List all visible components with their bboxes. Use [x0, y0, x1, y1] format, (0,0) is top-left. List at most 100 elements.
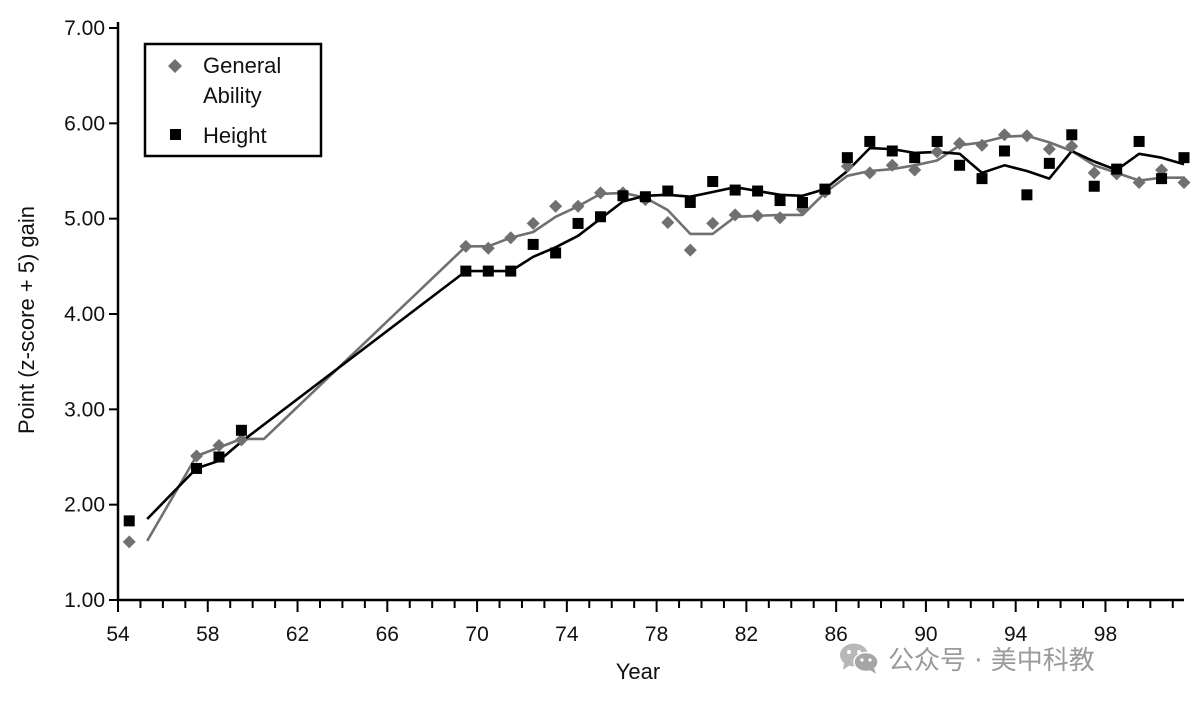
legend-label-height: Height: [203, 123, 267, 148]
height-point: [1088, 180, 1100, 192]
general-ability-point: [997, 128, 1011, 142]
general-ability-point: [863, 166, 877, 180]
general-ability-point: [1020, 129, 1034, 143]
height-point: [460, 265, 472, 277]
height-point: [909, 152, 921, 164]
x-tick-label: 70: [465, 623, 488, 646]
general-ability-point: [1042, 142, 1056, 156]
x-tick-label: 94: [1004, 623, 1028, 646]
height-point: [1133, 135, 1145, 147]
height-point: [123, 515, 135, 527]
legend-square-marker: [170, 129, 181, 140]
x-axis-title: Year: [616, 659, 660, 684]
height-point: [796, 196, 808, 208]
height-point: [954, 159, 966, 171]
general-ability-point: [728, 208, 742, 222]
x-tick-label: 62: [286, 623, 309, 646]
x-tick-label: 58: [196, 623, 219, 646]
trend-line-height: [146, 146, 1185, 520]
y-tick-label: 7.00: [64, 17, 105, 40]
height-point: [752, 185, 764, 197]
height-point: [482, 265, 494, 277]
general-ability-point: [571, 199, 585, 213]
height-point: [505, 265, 517, 277]
general-ability-point: [885, 158, 899, 172]
height-point: [1156, 173, 1168, 185]
general-ability-point: [706, 216, 720, 230]
height-point: [841, 152, 853, 164]
general-ability-point: [190, 449, 204, 463]
general-ability-point: [504, 231, 518, 245]
height-point: [1066, 129, 1078, 141]
y-tick-label: 2.00: [64, 494, 105, 517]
height-point: [886, 145, 898, 157]
general-ability-point: [549, 199, 563, 213]
height-point: [662, 185, 674, 197]
watermark-text: 公众号 · 美中科教: [888, 645, 1095, 676]
height-point: [976, 173, 988, 185]
general-ability-point: [1177, 175, 1191, 189]
y-tick-label: 5.00: [64, 208, 105, 231]
x-tick-label: 54: [106, 623, 130, 646]
height-point: [527, 238, 539, 250]
y-axis-title: Point (z-score + 5) gain: [14, 206, 39, 434]
height-point: [819, 183, 831, 195]
x-tick-label: 98: [1094, 623, 1117, 646]
general-ability-point: [234, 433, 248, 447]
trend-line-general-ability: [146, 134, 1184, 542]
wechat-icon: [840, 643, 879, 674]
general-ability-point: [526, 216, 540, 230]
x-tick-label: 74: [555, 623, 579, 646]
axes: 54 58 62 66 70 74 78 82 86 90 94 98 1.00 2.00 3.00 4.00…: [64, 17, 1184, 646]
general-ability-point: [975, 138, 989, 152]
height-point: [639, 191, 651, 203]
x-tick-label: 82: [735, 623, 758, 646]
x-tick-label: 66: [376, 623, 399, 646]
height-point: [235, 424, 247, 436]
general-ability-point: [1065, 139, 1079, 153]
height-point: [1111, 163, 1123, 175]
y-tick-label: 6.00: [64, 112, 105, 135]
legend-diamond-marker: [168, 59, 182, 73]
general-ability-point: [1087, 166, 1101, 180]
y-tick-label: 4.00: [64, 303, 105, 326]
height-point: [191, 462, 203, 474]
height-point: [931, 135, 943, 147]
height-point: [595, 211, 607, 223]
y-tick-label: 1.00: [64, 589, 105, 612]
height-point: [707, 175, 719, 187]
general-ability-point: [683, 243, 697, 257]
general-ability-point: [751, 209, 765, 223]
x-tick-label: 90: [914, 623, 937, 646]
legend: General Ability Height: [143, 42, 323, 158]
general-ability-point: [481, 241, 495, 255]
y-tick-label: 3.00: [64, 398, 105, 421]
height-point: [572, 217, 584, 229]
height-point: [213, 451, 225, 463]
height-point: [1043, 157, 1055, 169]
height-point: [1178, 152, 1190, 164]
height-point: [684, 196, 696, 208]
general-ability-point: [594, 186, 608, 200]
height-point: [617, 190, 629, 202]
general-ability-point: [773, 211, 787, 225]
height-point: [998, 145, 1010, 157]
general-ability-point: [930, 145, 944, 159]
watermark: 公众号 · 美中科教: [838, 640, 1095, 676]
data-markers: [122, 128, 1191, 549]
general-ability-point: [459, 239, 473, 253]
general-ability-point: [953, 136, 967, 150]
general-ability-point: [122, 535, 136, 549]
general-ability-point: [1132, 175, 1146, 189]
height-point: [774, 195, 786, 207]
height-point: [550, 247, 562, 259]
general-ability-point: [661, 215, 675, 229]
legend-label-general-ability: General Ability: [203, 53, 287, 108]
x-tick-label: 78: [645, 623, 668, 646]
general-ability-point: [908, 163, 922, 177]
height-point: [729, 184, 741, 196]
general-ability-point: [212, 439, 226, 453]
height-point: [1021, 189, 1033, 201]
x-tick-label: 86: [824, 623, 847, 646]
